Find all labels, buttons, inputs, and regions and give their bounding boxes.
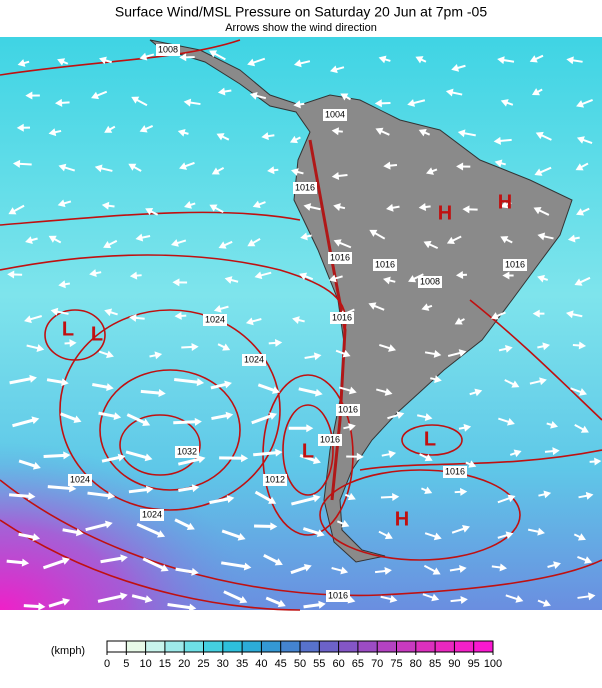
colorbar-swatch [242, 641, 261, 652]
isobar-label: 1016 [295, 182, 315, 192]
colorbar-tick-label: 85 [429, 658, 441, 670]
isobar-label: 1016 [445, 466, 465, 476]
colorbar-swatch [339, 641, 358, 652]
isobar-label: 1016 [332, 312, 352, 322]
colorbar-tick-label: 60 [332, 658, 344, 670]
isobar-label: 1032 [177, 446, 197, 456]
colorbar-swatch [377, 641, 396, 652]
colorbar-tick-label: 40 [255, 658, 267, 670]
colorbar-tick-label: 65 [352, 658, 364, 670]
colorbar-swatch [474, 641, 493, 652]
colorbar-tick-label: 70 [371, 658, 383, 670]
title: Surface Wind/MSL Pressure on Saturday 20… [115, 4, 487, 20]
colorbar-tick-label: 30 [217, 658, 229, 670]
pressure-center: L [62, 318, 74, 340]
colorbar-swatch [165, 641, 184, 652]
isobar-label: 1016 [330, 252, 350, 262]
colorbar-tick-label: 90 [448, 658, 460, 670]
pressure-center: L [91, 323, 103, 345]
colorbar-tick-label: 75 [390, 658, 402, 670]
colorbar-swatch [146, 641, 165, 652]
colorbar-swatch [184, 641, 203, 652]
colorbar-swatch [435, 641, 454, 652]
colorbar-tick-label: 0 [104, 658, 110, 670]
colorbar-swatch [204, 641, 223, 652]
colorbar-swatch [126, 641, 145, 652]
isobar-label: 1004 [325, 109, 345, 119]
colorbar-tick-label: 80 [410, 658, 422, 670]
isobar-label: 1024 [70, 474, 90, 484]
isobar-label: 1024 [244, 354, 264, 364]
colorbar-tick-label: 10 [139, 658, 151, 670]
colorbar-swatch [397, 641, 416, 652]
colorbar-tick-label: 100 [484, 658, 502, 670]
colorbar-tick-label: 25 [197, 658, 209, 670]
pressure-center: L [424, 428, 436, 450]
isobar-label: 1024 [142, 509, 162, 519]
isobar-label: 1016 [375, 259, 395, 269]
colorbar-tick-label: 35 [236, 658, 248, 670]
isobar-label: 1016 [320, 434, 340, 444]
colorbar-swatch [261, 641, 280, 652]
isobar-label: 1012 [265, 474, 285, 484]
colorbar-tick-label: 15 [159, 658, 171, 670]
colorbar-tick-label: 5 [123, 658, 129, 670]
colorbar-tick-label: 50 [294, 658, 306, 670]
pressure-center: L [302, 440, 314, 462]
colorbar-tick-label: 95 [468, 658, 480, 670]
colorbar-tick-label: 45 [275, 658, 287, 670]
colorbar-tick-label: 55 [313, 658, 325, 670]
colorbar-tick-label: 20 [178, 658, 190, 670]
colorbar-swatch [319, 641, 338, 652]
isobar-label: 1016 [505, 259, 525, 269]
colorbar-swatch [416, 641, 435, 652]
isobar-label: 1016 [338, 404, 358, 414]
colorbar-swatch [281, 641, 300, 652]
isobar-label: 1024 [205, 314, 225, 324]
pressure-center: H [498, 191, 512, 213]
colorbar-swatch [107, 641, 126, 652]
subtitle: Arrows show the wind direction [225, 22, 377, 34]
isobar-label: 1008 [158, 44, 178, 54]
colorbar-swatch [223, 641, 242, 652]
isobar-label: 1016 [328, 590, 348, 600]
map: 1008 1004 1016 1016 1016 1008 1016 1016 1024 1024… [0, 37, 602, 612]
isobar-label: 1008 [420, 276, 440, 286]
colorbar-swatch [300, 641, 319, 652]
colorbar-swatch [358, 641, 377, 652]
colorbar-swatch [454, 641, 473, 652]
colorbar: 0 5 10 15 20 25 30 35 40 45 50 55 60 65 70 75 80 85 90 95 10… [104, 641, 502, 670]
pressure-center: H [395, 508, 409, 530]
legend-unit: (kmph) [51, 645, 85, 657]
pressure-center: H [438, 202, 452, 224]
